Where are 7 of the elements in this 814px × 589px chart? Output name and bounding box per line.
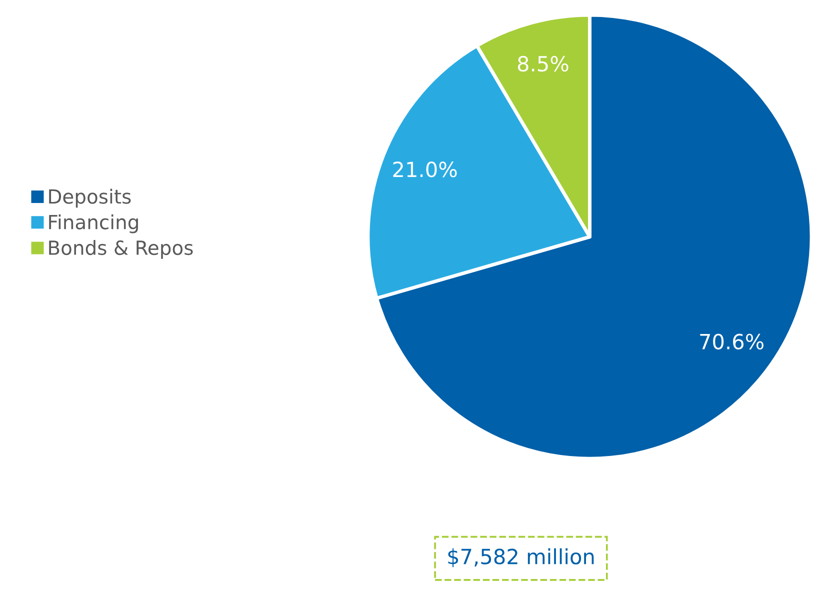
data-label: 8.5% [518, 56, 568, 72]
data-label: 21.0% [393, 162, 457, 178]
legend-label: Financing [49, 214, 138, 234]
legend-label: Bonds & Repos [49, 240, 193, 259]
data-label: 70.6% [700, 334, 764, 350]
text: $7,582 million [448, 548, 594, 568]
legend-label: Deposits [49, 188, 131, 208]
